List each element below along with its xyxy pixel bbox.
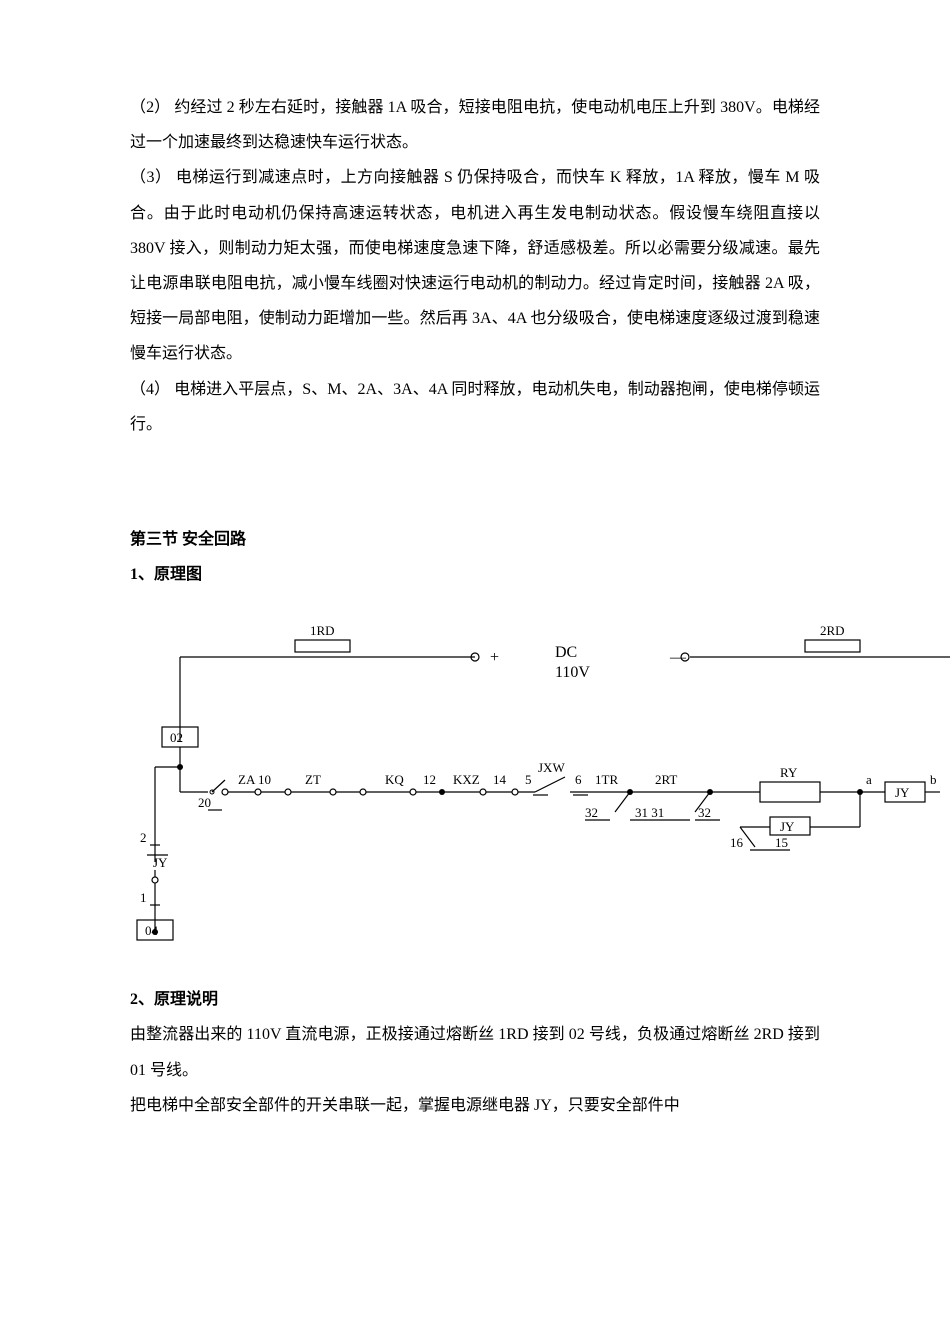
1rd-label: 1RD <box>310 623 335 638</box>
jy2-label: JY <box>153 855 168 870</box>
32a-label: 32 <box>585 805 598 820</box>
3131-label: 31 31 <box>635 805 664 820</box>
paragraph-6: 把电梯中全部安全部件的开关串联一起，掌握电源继电器 JY，只要安全部件中 <box>130 1088 820 1123</box>
6-label: 6 <box>575 772 582 787</box>
circuit-svg: + 1RD DC 110V — 2RD 02 2 <box>30 612 950 952</box>
12-label: 12 <box>423 772 436 787</box>
paragraph-3: （3） 电梯运行到减速点时，上方向接触器 S 仍保持吸合，而快车 K 释放，1A… <box>130 160 820 371</box>
kxz-label: KXZ <box>453 772 480 787</box>
subsection-1: 1、原理图 <box>130 557 820 592</box>
ry-label: RY <box>780 765 798 780</box>
zt-label: ZT <box>305 772 321 787</box>
16-label: 16 <box>730 835 744 850</box>
20-label: 20 <box>198 795 211 810</box>
32b-label: 32 <box>698 805 711 820</box>
1-label: 1 <box>140 890 147 905</box>
paragraph-5: 由整流器出来的 110V 直流电源，正极接通过熔断丝 1RD 接到 02 号线，… <box>130 1017 820 1087</box>
za-label: ZA <box>238 772 256 787</box>
kq-label: KQ <box>385 772 404 787</box>
2rd-label: 2RD <box>820 623 845 638</box>
b-label: b <box>930 772 937 787</box>
safety-circuit-diagram: + 1RD DC 110V — 2RD 02 2 <box>30 612 950 952</box>
paragraph-2: （2） 约经过 2 秒左右延时，接触器 1A 吸合，短接电阻电抗，使电动机电压上… <box>130 90 820 160</box>
1tr-label: 1TR <box>595 772 618 787</box>
dc-label: DC <box>555 644 577 661</box>
14-label: 14 <box>493 772 507 787</box>
2rt-label: 2RT <box>655 772 677 787</box>
10-label: 10 <box>258 772 271 787</box>
section-gap <box>130 442 820 522</box>
jy3-label: JY <box>780 819 795 834</box>
a-label: a <box>866 772 872 787</box>
5-label: 5 <box>525 772 532 787</box>
jxw-label: JXW <box>538 760 565 775</box>
110v-label: 110V <box>555 664 590 681</box>
minus-label: — <box>669 649 687 666</box>
plus-label: + <box>490 649 499 666</box>
subsection-2: 2、原理说明 <box>130 982 820 1017</box>
section-3-title: 第三节 安全回路 <box>130 522 820 557</box>
jy1-label: JY <box>895 785 910 800</box>
15-label: 15 <box>775 835 788 850</box>
paragraph-4: （4） 电梯进入平层点，S、M、2A、3A、4A 同时释放，电动机失电，制动器抱… <box>130 372 820 442</box>
2-label: 2 <box>140 830 147 845</box>
02-label: 02 <box>170 730 183 745</box>
